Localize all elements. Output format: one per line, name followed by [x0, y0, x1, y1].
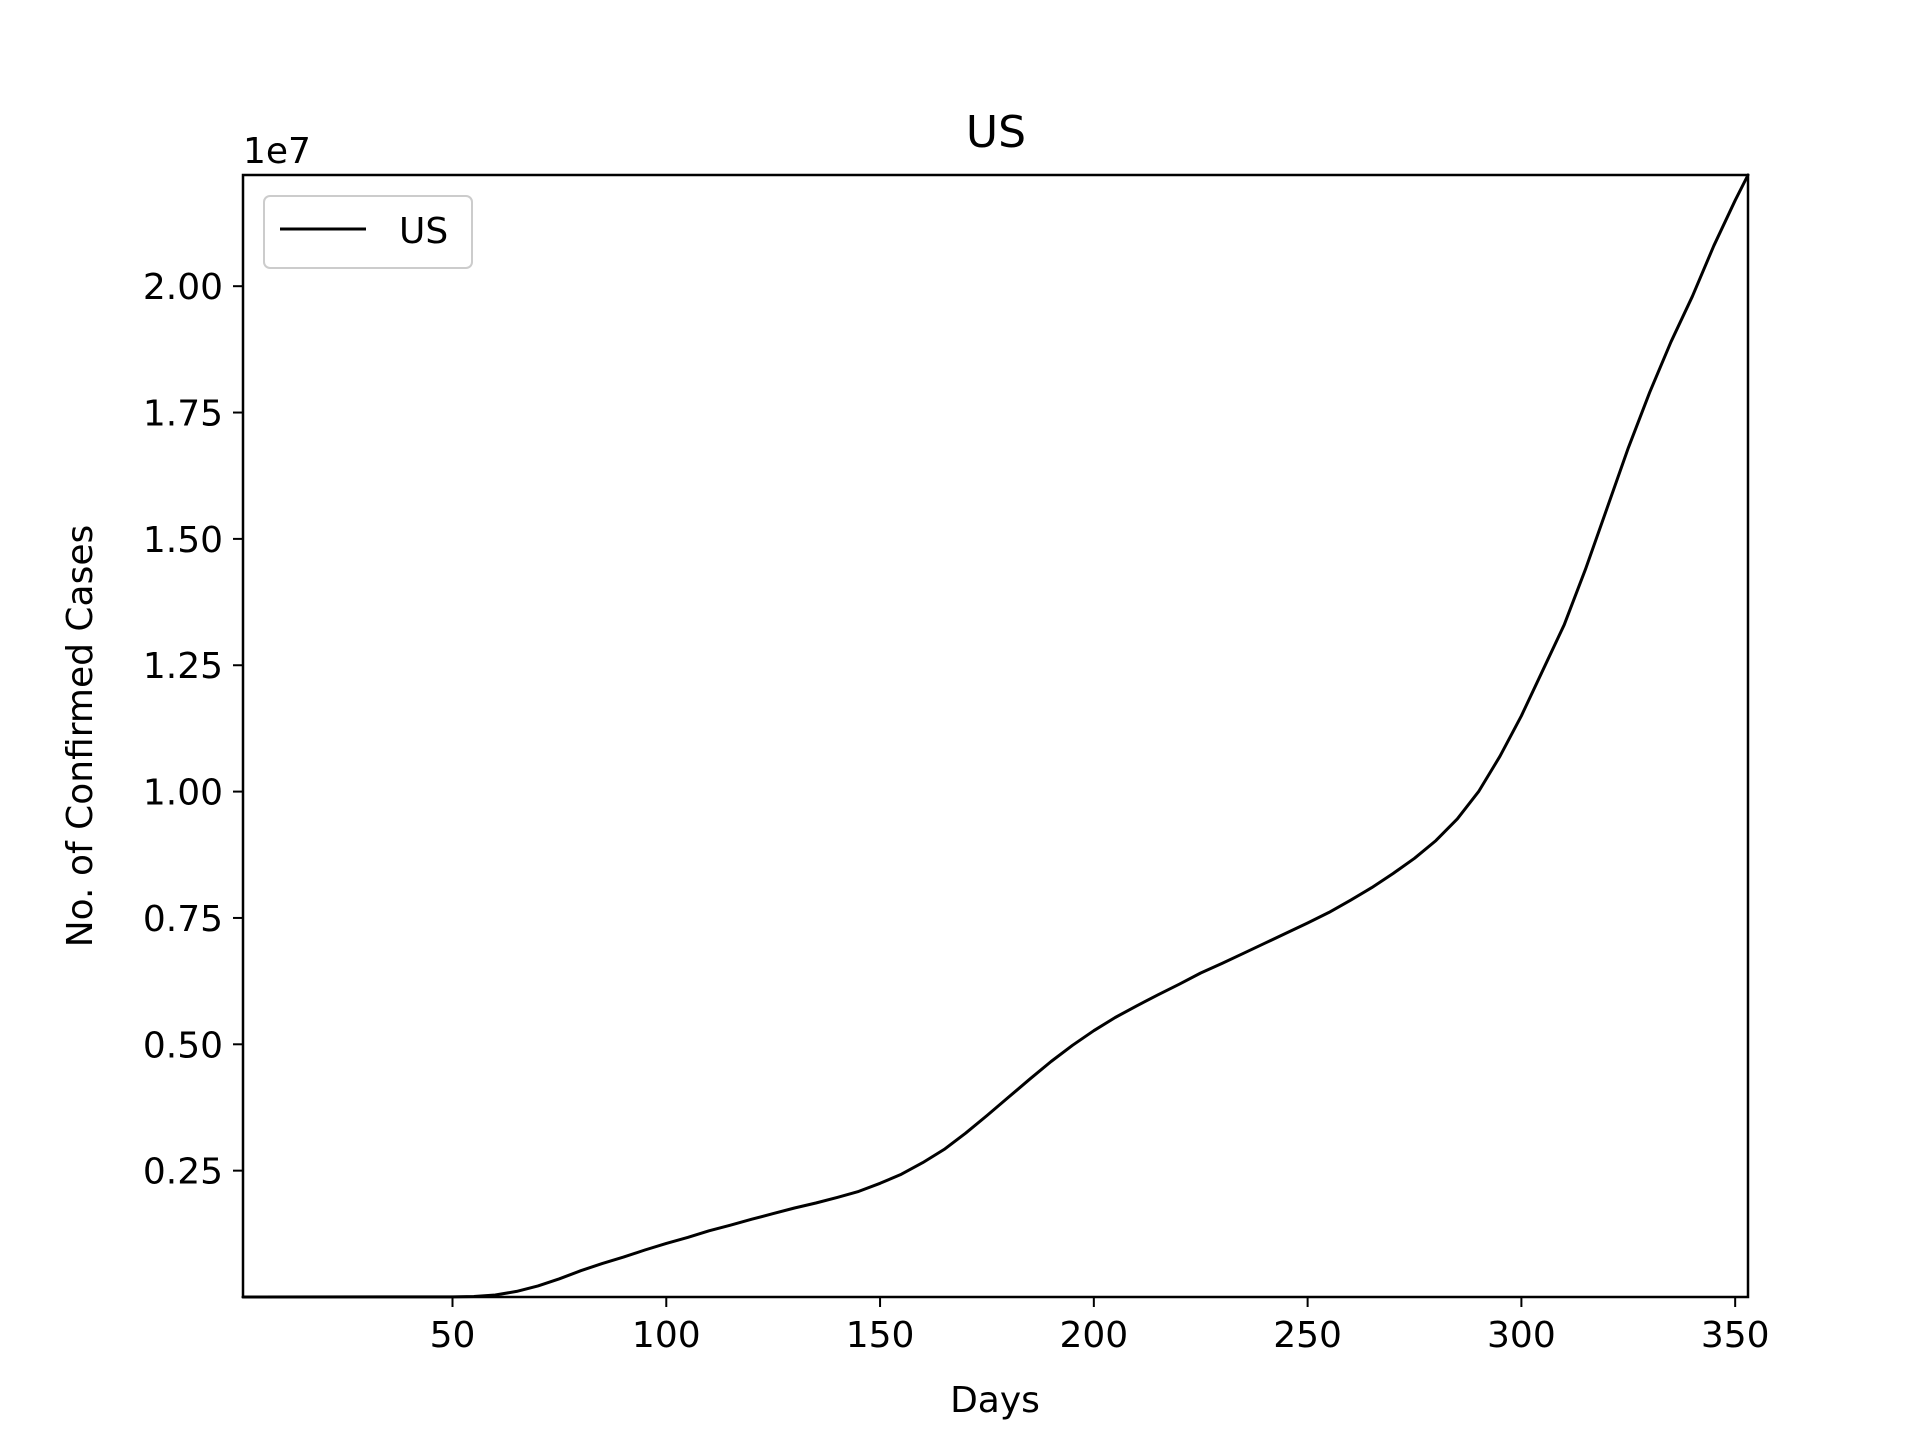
x-tick-label: 100 [632, 1315, 701, 1356]
chart-title: US [966, 107, 1026, 158]
x-tick-label: 300 [1487, 1315, 1556, 1356]
y-tick-label: 0.75 [143, 899, 223, 940]
y-tick-label: 1.50 [143, 520, 223, 561]
legend: US [263, 195, 473, 269]
legend-label: US [399, 211, 448, 252]
y-tick-label: 1.75 [143, 394, 223, 435]
plot-frame [241, 173, 1750, 1299]
legend-box [263, 195, 473, 269]
y-tick-label: 2.00 [143, 267, 223, 308]
x-axis-label: Days [950, 1380, 1040, 1421]
y-tick-label: 1.25 [143, 646, 223, 687]
y-tick-label: 1.00 [143, 773, 223, 814]
x-tick-label: 200 [1059, 1315, 1128, 1356]
x-tick-label: 250 [1273, 1315, 1342, 1356]
x-tick-label: 350 [1701, 1315, 1770, 1356]
tick-group: 50 100 150 200 250 300 350 0.25 0.50 0.75 1.00 1.25… [143, 267, 1770, 1356]
x-tick-label: 150 [846, 1315, 915, 1356]
x-tick-label: 50 [430, 1315, 476, 1356]
y-tick-label: 0.25 [143, 1152, 223, 1193]
y-axis-label: No. of Confirmed Cases [60, 525, 101, 948]
plot-area [241, 173, 1750, 1299]
series-line-us [241, 173, 1750, 1299]
y-tick-label: 0.50 [143, 1025, 223, 1066]
y-offset-label: 1e7 [243, 131, 311, 172]
